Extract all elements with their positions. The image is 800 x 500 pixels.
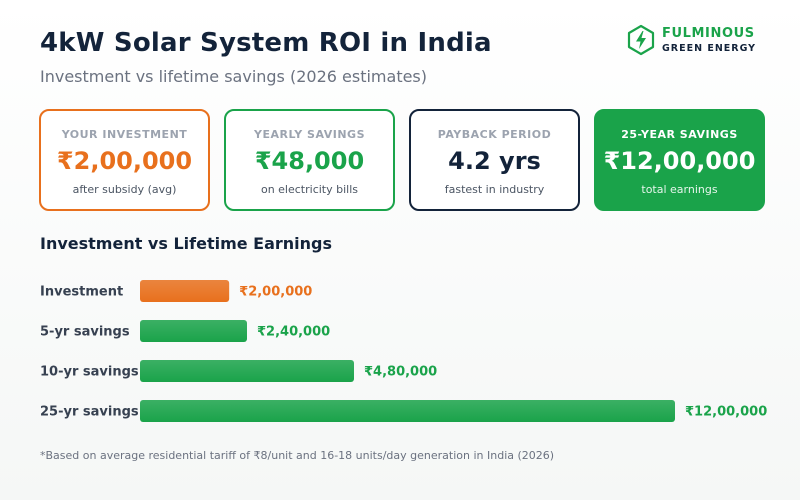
- lightning-hexagon-icon: [627, 24, 655, 56]
- payback-period-card: PAYBACK PERIOD 4.2 yrs fastest in indust…: [409, 109, 580, 211]
- brand-tagline: GREEN ENERGY: [662, 42, 757, 54]
- bar-25-yr-savings: [140, 400, 675, 422]
- card-note: total earnings: [641, 183, 718, 196]
- brand-logo: FULMINOUS GREEN ENERGY: [627, 24, 756, 56]
- chart-title: Investment vs Lifetime Earnings: [40, 234, 333, 253]
- investment-card: YOUR INVESTMENT ₹2,00,000 after subsidy …: [39, 109, 210, 211]
- bar-5-yr-savings: [140, 320, 247, 342]
- page-subtitle: Investment vs lifetime savings (2026 est…: [40, 67, 428, 86]
- brand-name: FULMINOUS: [662, 25, 755, 41]
- yearly-savings-card: YEARLY SAVINGS ₹48,000 on electricity bi…: [224, 109, 395, 211]
- bar-category-label: 10-yr savings: [40, 365, 139, 380]
- bar-category-label: 25-yr savings: [40, 405, 139, 420]
- card-label: PAYBACK PERIOD: [437, 128, 552, 141]
- card-value: ₹48,000: [254, 147, 365, 175]
- card-note: fastest in industry: [444, 183, 545, 196]
- card-note: on electricity bills: [260, 183, 359, 196]
- bar-value-label: ₹4,80,000: [364, 365, 437, 380]
- footnote: *Based on average residential tariff of …: [40, 449, 555, 462]
- card-value: ₹12,00,000: [603, 147, 756, 175]
- bar-value-label: ₹2,40,000: [257, 325, 330, 340]
- card-value: 4.2 yrs: [448, 147, 541, 175]
- bar-value-label: ₹12,00,000: [685, 405, 767, 420]
- page-title: 4kW Solar System ROI in India: [40, 28, 492, 58]
- card-label: 25-YEAR SAVINGS: [621, 128, 738, 141]
- card-label: YOUR INVESTMENT: [61, 128, 188, 141]
- lifetime-savings-card: 25-YEAR SAVINGS ₹12,00,000 total earning…: [594, 109, 765, 211]
- card-value: ₹2,00,000: [56, 147, 193, 175]
- bar-investment: [140, 280, 230, 302]
- bar-category-label: 5-yr savings: [40, 325, 130, 340]
- card-label: YEARLY SAVINGS: [253, 128, 365, 141]
- bar-value-label: ₹2,00,000: [239, 285, 312, 300]
- card-note: after subsidy (avg): [72, 183, 177, 196]
- bar-10-yr-savings: [140, 360, 354, 382]
- bar-category-label: Investment: [40, 285, 123, 300]
